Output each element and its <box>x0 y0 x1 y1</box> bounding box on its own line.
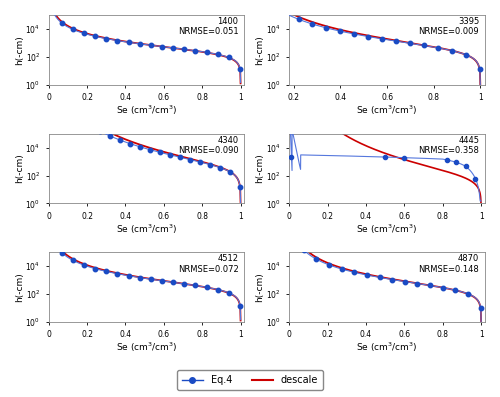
Y-axis label: h(-cm): h(-cm) <box>256 272 264 302</box>
Y-axis label: h(-cm): h(-cm) <box>15 272 24 302</box>
Y-axis label: h(-cm): h(-cm) <box>15 35 24 65</box>
X-axis label: Se (cm$^3$/cm$^3$): Se (cm$^3$/cm$^3$) <box>356 222 418 235</box>
X-axis label: Se (cm$^3$/cm$^3$): Se (cm$^3$/cm$^3$) <box>356 341 418 354</box>
X-axis label: Se (cm$^3$/cm$^3$): Se (cm$^3$/cm$^3$) <box>116 341 178 354</box>
Y-axis label: h(-cm): h(-cm) <box>256 154 264 183</box>
Text: 1400
NRMSE=0.051: 1400 NRMSE=0.051 <box>178 17 238 37</box>
X-axis label: Se (cm$^3$/cm$^3$): Se (cm$^3$/cm$^3$) <box>356 104 418 117</box>
Text: 4870
NRMSE=0.148: 4870 NRMSE=0.148 <box>418 254 479 274</box>
Text: 4445
NRMSE=0.358: 4445 NRMSE=0.358 <box>418 136 479 155</box>
Text: 4512
NRMSE=0.072: 4512 NRMSE=0.072 <box>178 254 238 274</box>
X-axis label: Se (cm$^3$/cm$^3$): Se (cm$^3$/cm$^3$) <box>116 222 178 235</box>
Y-axis label: h(-cm): h(-cm) <box>256 35 264 65</box>
Legend: Eq.4, descale: Eq.4, descale <box>177 370 323 390</box>
Text: 4340
NRMSE=0.090: 4340 NRMSE=0.090 <box>178 136 238 155</box>
X-axis label: Se (cm$^3$/cm$^3$): Se (cm$^3$/cm$^3$) <box>116 104 178 117</box>
Y-axis label: h(-cm): h(-cm) <box>15 154 24 183</box>
Text: 3395
NRMSE=0.009: 3395 NRMSE=0.009 <box>418 17 479 37</box>
